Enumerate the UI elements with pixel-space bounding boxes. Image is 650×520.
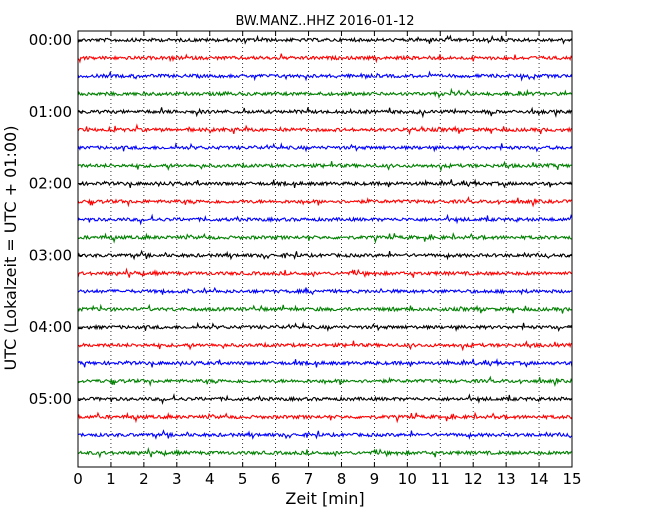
x-tick-label: 0 [73,470,83,488]
seismogram-trace [77,213,573,226]
seismogram-trace [77,195,573,208]
seismogram-trace [77,34,573,45]
x-tick-label: 4 [205,470,215,488]
seismogram-trace [77,340,573,352]
x-tick-label: 9 [370,470,380,488]
x-tick-label: 10 [398,470,417,488]
vertical-grid [110,31,540,467]
plot-frame [77,30,573,468]
seismogram-trace [77,411,573,424]
trace-group [77,34,573,459]
x-tick-label: 7 [304,470,314,488]
x-axis-ticks: 0 1 2 3 4 5 6 7 8 9 10 11 12 13 14 15 [73,31,582,488]
seismogram-trace [77,87,573,99]
x-tick-label: 5 [238,470,248,488]
x-tick-label: 12 [464,470,483,488]
x-tick-label: 11 [431,470,450,488]
seismogram-trace [77,392,573,405]
seismogram-trace [77,321,573,333]
y-axis-ticks: 00:00 01:00 02:00 03:00 04:00 05:00 [29,31,572,408]
seismogram-trace [77,142,573,153]
y-tick-label: 02:00 [29,175,72,193]
seismogram-trace [77,375,573,388]
seismogram-trace [77,286,573,296]
seismogram-trace [77,106,573,119]
seismogram-trace [77,267,573,279]
x-tick-label: 8 [337,470,347,488]
seismogram-trace [77,232,573,244]
x-tick-label: 3 [172,470,182,488]
y-tick-label: 00:00 [29,31,72,49]
x-tick-label: 6 [271,470,281,488]
seismogram-trace [77,70,573,82]
seismogram-trace [77,446,573,459]
seismogram-trace [77,123,573,136]
seismogram-trace [77,53,573,64]
y-tick-label: 01:00 [29,103,72,121]
y-tick-label: 04:00 [29,318,72,336]
y-tick-label: 03:00 [29,246,72,264]
seismogram-trace [77,358,573,368]
y-tick-label: 05:00 [29,390,72,408]
x-axis-label: Zeit [min] [285,489,364,508]
y-axis-label: UTC (Lokalzeit = UTC + 01:00) [1,126,20,371]
seismogram-trace [77,178,573,189]
x-tick-label: 14 [530,470,549,488]
seismogram-trace [77,303,573,314]
seismogram-trace [77,249,573,261]
x-tick-label: 2 [139,470,149,488]
chart-title: BW.MANZ..HHZ 2016-01-12 [235,14,414,29]
x-tick-label: 1 [106,470,116,488]
seismogram-trace [77,429,573,440]
x-tick-label: 13 [497,470,516,488]
seismogram-trace [77,160,573,172]
x-tick-label: 15 [562,470,581,488]
